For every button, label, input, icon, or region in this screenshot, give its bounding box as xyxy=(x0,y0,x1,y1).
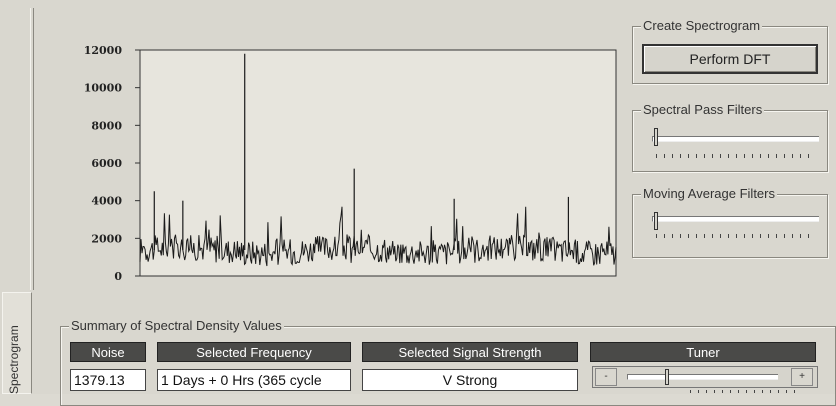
spectral-density-chart: 12000 10000 8000 6000 4000 2000 0 xyxy=(84,44,617,282)
moving-average-group: Moving Average Filters xyxy=(632,186,828,258)
perform-dft-button[interactable]: Perform DFT xyxy=(642,44,818,74)
spectrogram-panel: Spectrogram 12000 10000 8000 6000 4000 2000 0 … xyxy=(2,8,836,406)
noise-value: 1379.13 xyxy=(70,369,146,391)
y-tick-label: 4000 xyxy=(91,195,122,208)
spectral-pass-slider[interactable] xyxy=(652,136,819,142)
frequency-value: 1 Days + 0 Hrs (365 cycle xyxy=(157,369,351,391)
y-tick-label: 8000 xyxy=(91,119,122,132)
tuner-decrease-button[interactable]: - xyxy=(595,368,617,386)
tab-spectrogram[interactable] xyxy=(2,292,32,394)
spectral-pass-group: Spectral Pass Filters xyxy=(632,102,828,172)
summary-title: Summary of Spectral Density Values xyxy=(69,318,284,333)
moving-average-thumb[interactable] xyxy=(654,212,658,230)
spectral-pass-ticks xyxy=(656,154,816,158)
spectral-pass-thumb[interactable] xyxy=(654,128,658,146)
moving-average-slider[interactable] xyxy=(652,216,819,222)
series-line xyxy=(139,53,617,267)
strength-value: V Strong xyxy=(362,369,578,391)
y-tick-label: 6000 xyxy=(91,157,122,170)
tuner-scrollbar[interactable]: - + xyxy=(592,366,818,388)
moving-average-title: Moving Average Filters xyxy=(641,186,777,201)
tuner-header: Tuner xyxy=(590,342,816,362)
spectral-pass-title: Spectral Pass Filters xyxy=(641,102,765,117)
moving-average-ticks xyxy=(656,234,816,238)
noise-series xyxy=(139,206,617,267)
tuner-increase-button[interactable]: + xyxy=(791,368,813,386)
y-tick-label: 0 xyxy=(114,270,122,282)
strength-header: Selected Signal Strength xyxy=(362,342,578,362)
tuner-track[interactable] xyxy=(627,374,778,380)
tab-spectrogram-label: Spectrogram xyxy=(7,325,21,394)
y-tick-label: 2000 xyxy=(91,232,122,245)
tuner-ticks xyxy=(690,390,800,393)
panel-divider xyxy=(30,8,34,290)
y-tick-label: 12000 xyxy=(84,44,123,57)
noise-header: Noise xyxy=(70,342,146,362)
create-spectrogram-group: Create Spectrogram xyxy=(632,18,828,84)
tuner-thumb[interactable] xyxy=(664,369,669,385)
y-axis: 12000 10000 8000 6000 4000 2000 0 xyxy=(84,44,140,282)
frequency-header: Selected Frequency xyxy=(157,342,351,362)
y-tick-label: 10000 xyxy=(84,82,123,95)
create-spectrogram-title: Create Spectrogram xyxy=(641,18,763,33)
